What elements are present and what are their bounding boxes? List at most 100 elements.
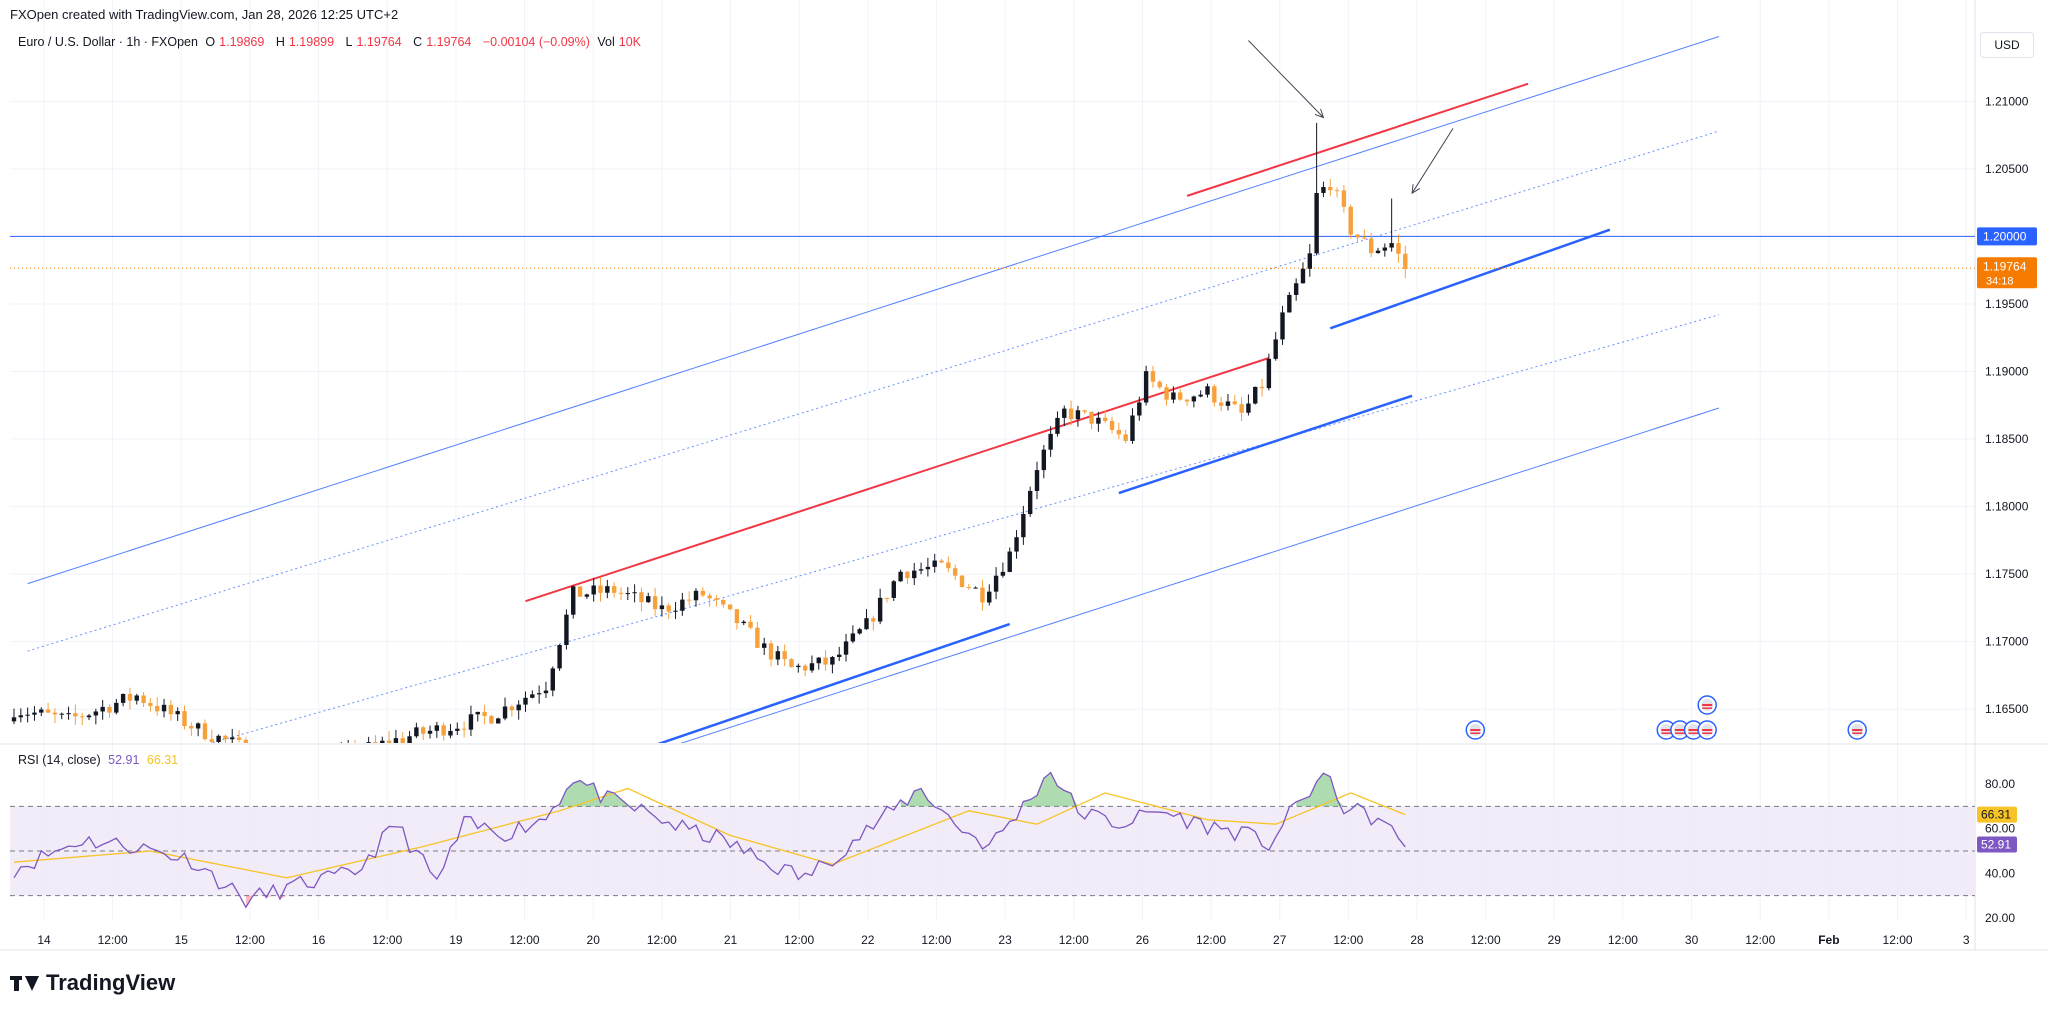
candle <box>884 597 890 603</box>
candle <box>1382 243 1388 257</box>
candle <box>230 728 235 743</box>
candle <box>1103 410 1108 423</box>
time-tick-label: 12:00 <box>784 933 814 947</box>
candle <box>148 697 153 712</box>
candle-body <box>557 644 562 669</box>
time-tick-label: Feb <box>1818 933 1839 947</box>
channel-line <box>657 622 1011 743</box>
candle <box>543 681 549 698</box>
rsi-label: RSI (14, close) <box>18 753 101 767</box>
candle <box>1123 429 1128 444</box>
time-tick-label: 12:00 <box>372 933 402 947</box>
candle-body <box>727 604 733 610</box>
candle-body <box>755 627 760 648</box>
candle <box>564 609 569 650</box>
candle <box>1096 411 1101 432</box>
candle <box>100 700 105 720</box>
candle <box>11 708 17 725</box>
candle-body <box>475 711 480 715</box>
candle-body <box>700 590 706 596</box>
candle <box>134 693 139 705</box>
candle <box>509 704 515 717</box>
candle-body <box>1266 358 1272 389</box>
candle <box>93 708 99 725</box>
candle <box>1355 234 1360 243</box>
candle <box>1259 378 1265 397</box>
time-tick-label: 12:00 <box>921 933 951 947</box>
candle <box>734 608 740 630</box>
candle-body <box>1157 381 1162 388</box>
candle-body <box>1368 238 1374 254</box>
candle-body <box>550 668 555 691</box>
candle-body <box>80 716 85 718</box>
candle <box>39 707 44 717</box>
candle <box>189 722 194 736</box>
candle <box>1027 486 1033 517</box>
last-price-tag <box>1977 257 2037 289</box>
candle-body <box>973 587 978 589</box>
channel-line <box>1186 82 1529 197</box>
candle-body <box>809 663 815 671</box>
candle-body <box>918 569 924 571</box>
symbol-name[interactable]: Euro / U.S. Dollar · 1h · FXOpen <box>18 35 198 49</box>
candle <box>141 692 146 707</box>
low-value: 1.19764 <box>356 35 402 49</box>
candle <box>1157 380 1162 390</box>
candle <box>202 719 208 741</box>
price-tick-label: 1.18000 <box>1985 500 2029 514</box>
candle <box>516 700 521 720</box>
candle <box>400 732 405 743</box>
candle <box>1007 547 1012 573</box>
economic-event-flag-icon[interactable] <box>1683 720 1704 740</box>
candle <box>366 736 371 743</box>
time-tick-label: 12:00 <box>98 933 128 947</box>
rsi-ma-tag <box>1977 806 2017 823</box>
candle-body <box>1178 392 1183 400</box>
candle-body <box>516 704 521 711</box>
symbol-legend[interactable]: Euro / U.S. Dollar · 1h · FXOpen O 1.1986… <box>18 35 649 49</box>
candle-body <box>86 715 92 718</box>
candle <box>1368 232 1374 258</box>
currency-button[interactable]: USD <box>1980 32 2034 58</box>
economic-event-flag-icon[interactable] <box>1847 720 1867 740</box>
rsi-legend[interactable]: RSI (14, close) 52.91 66.31 <box>18 753 178 767</box>
candle <box>114 698 119 715</box>
candle-body <box>625 593 630 595</box>
candle-body <box>509 706 515 711</box>
candle-body <box>884 597 890 599</box>
candle-body <box>1007 551 1012 572</box>
candle-body <box>857 629 862 634</box>
high-label: H <box>275 35 285 49</box>
candle-body <box>32 712 37 715</box>
candle-body <box>564 614 569 645</box>
tradingview-logo-icon <box>10 974 40 992</box>
candle-body <box>1062 408 1067 418</box>
candle-body <box>905 571 910 579</box>
candle <box>591 578 596 602</box>
candle <box>216 734 221 743</box>
candle-body <box>1068 408 1074 420</box>
candle-body <box>93 711 99 716</box>
rsi-ma-value: 66.31 <box>146 753 179 767</box>
candle <box>584 593 590 599</box>
economic-event-flag-icon[interactable] <box>1465 720 1486 740</box>
economic-event-flag-icon[interactable] <box>1697 695 1717 715</box>
rsi-tick-label: 80.00 <box>1985 777 2015 791</box>
candle-body <box>1293 283 1299 295</box>
candle <box>1253 386 1258 405</box>
candle-body <box>864 618 869 630</box>
economic-event-flag-icon[interactable] <box>1697 720 1717 740</box>
time-tick-label: 12:00 <box>1471 933 1501 947</box>
candle <box>1116 422 1122 440</box>
channel-line <box>1118 394 1413 495</box>
candle-body <box>380 740 385 743</box>
candle <box>448 724 453 739</box>
candle <box>1239 397 1244 422</box>
tradingview-logo[interactable]: TradingView <box>10 970 175 996</box>
candle-body <box>652 596 658 610</box>
candle-body <box>775 651 781 660</box>
candle-body <box>611 586 617 593</box>
candle <box>1280 305 1285 345</box>
candle <box>830 656 835 674</box>
